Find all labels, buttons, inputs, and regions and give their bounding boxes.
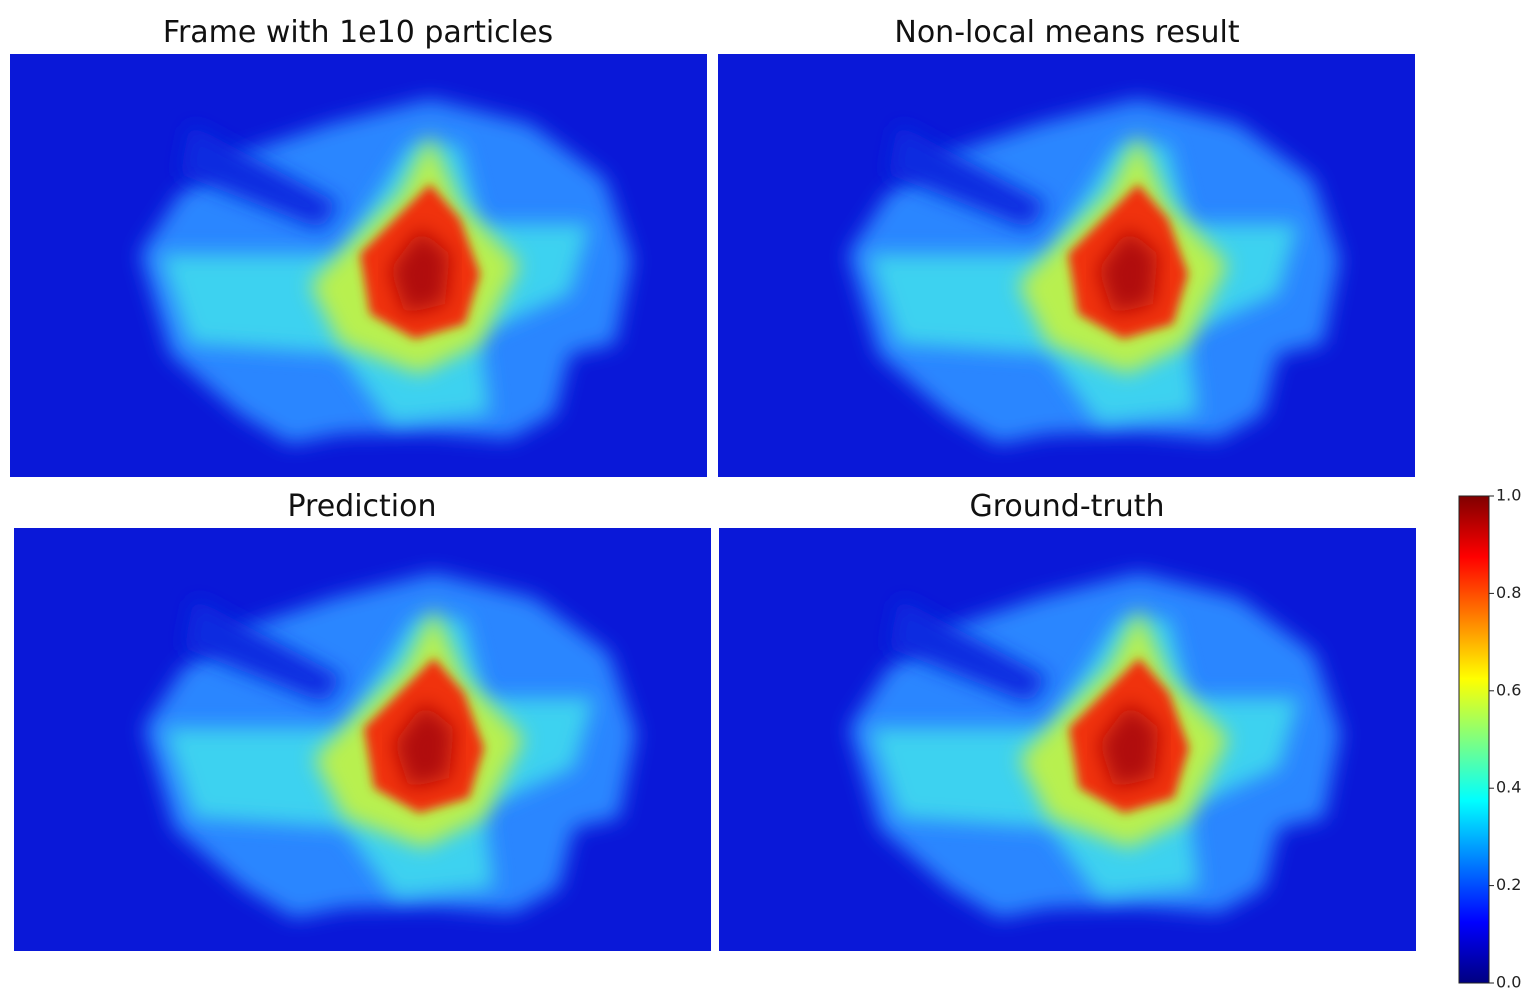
panel-title: Frame with 1e10 particles [163, 15, 553, 50]
tick-label: 0.8 [1496, 583, 1521, 602]
heatmap-image [14, 528, 711, 951]
tick-label: 0.4 [1496, 778, 1521, 797]
heatmap-image [10, 54, 707, 477]
tick-label: 0.0 [1496, 973, 1521, 991]
heatmap-image [719, 528, 1416, 951]
tick-label: 1.0 [1496, 486, 1521, 505]
tick-label: 0.6 [1496, 680, 1521, 699]
colorbar [1459, 496, 1489, 983]
panel-title: Prediction [287, 489, 436, 524]
panel-title: Ground-truth [969, 489, 1164, 524]
heatmap-image [718, 54, 1415, 477]
panel-title: Non-local means result [894, 15, 1239, 50]
figure: Frame with 1e10 particles Non-local mean… [0, 0, 1526, 990]
tick-label: 0.2 [1496, 875, 1521, 894]
